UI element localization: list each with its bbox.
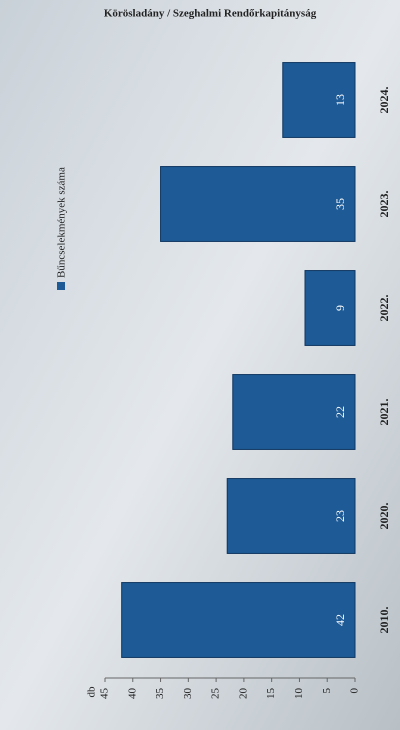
value-label: 42 xyxy=(333,614,347,626)
chart-title: Körösladány / Szeghalmi Rendőrkapitánysá… xyxy=(104,8,317,20)
y-tick-label: 0 xyxy=(349,688,361,694)
x-tick-label: 2024. xyxy=(377,87,391,114)
x-tick-label: 2023. xyxy=(377,191,391,218)
bar xyxy=(304,270,356,346)
value-label: 35 xyxy=(333,198,347,210)
bar xyxy=(226,478,356,554)
bar xyxy=(232,374,356,450)
y-tick-label: 30 xyxy=(182,688,194,700)
plot: Körösladány / Szeghalmi Rendőrkapitánysá… xyxy=(56,8,391,699)
value-label: 9 xyxy=(333,305,347,311)
y-tick-label: 20 xyxy=(237,688,249,700)
x-tick-label: 2022. xyxy=(377,295,391,322)
y-tick-label: 45 xyxy=(99,688,111,700)
y-tick-label: 15 xyxy=(265,688,277,700)
value-label: 22 xyxy=(333,406,347,418)
x-tick-label: 2020. xyxy=(377,503,391,530)
x-tick-label: 2021. xyxy=(377,399,391,426)
bar xyxy=(121,582,356,658)
y-axis-label: db xyxy=(86,686,98,698)
y-tick-label: 35 xyxy=(154,688,166,700)
bar xyxy=(160,166,356,242)
value-label: 13 xyxy=(333,94,347,106)
y-tick-label: 40 xyxy=(126,688,138,700)
y-tick-label: 10 xyxy=(293,688,305,700)
y-tick-label: 5 xyxy=(321,688,333,694)
value-label: 23 xyxy=(333,510,347,522)
x-tick-label: 2010. xyxy=(377,607,391,634)
legend-label: Bűncselekmények száma xyxy=(56,167,68,278)
bar xyxy=(282,62,356,138)
legend-swatch xyxy=(57,282,65,290)
y-tick-label: 25 xyxy=(210,688,222,700)
